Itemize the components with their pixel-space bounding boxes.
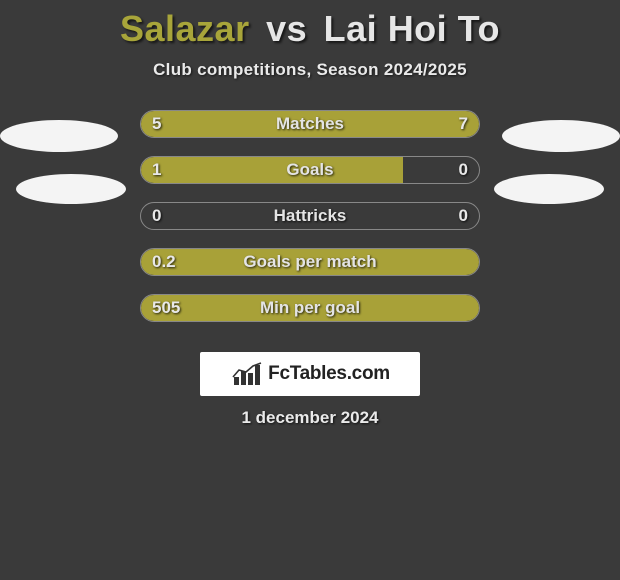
stat-row: 0Hattricks0 <box>0 202 620 230</box>
subtitle: Club competitions, Season 2024/2025 <box>0 60 620 80</box>
stat-label: Min per goal <box>140 294 480 322</box>
stat-row: 5Matches7 <box>0 110 620 138</box>
comparison-title: Salazar vs Lai Hoi To <box>0 0 620 50</box>
stat-row: 0.2Goals per match <box>0 248 620 276</box>
stat-value-right: 0 <box>459 202 468 230</box>
stat-label: Goals per match <box>140 248 480 276</box>
stat-label: Hattricks <box>140 202 480 230</box>
comparison-chart: 5Matches71Goals00Hattricks00.2Goals per … <box>0 110 620 322</box>
stat-row: 1Goals0 <box>0 156 620 184</box>
player2-name: Lai Hoi To <box>324 8 500 49</box>
logo-text: FcTables.com <box>268 363 390 385</box>
stat-value-right: 0 <box>459 156 468 184</box>
snapshot-date: 1 december 2024 <box>0 408 620 428</box>
player1-name: Salazar <box>120 8 250 49</box>
stat-row: 505Min per goal <box>0 294 620 322</box>
bar-chart-icon <box>230 361 264 387</box>
stat-label: Matches <box>140 110 480 138</box>
stat-value-right: 7 <box>459 110 468 138</box>
vs-label: vs <box>266 8 307 49</box>
stat-label: Goals <box>140 156 480 184</box>
fctables-logo: FcTables.com <box>200 352 420 396</box>
